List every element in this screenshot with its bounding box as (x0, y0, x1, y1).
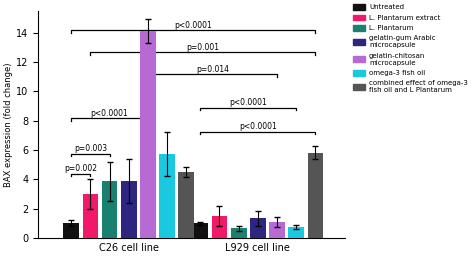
Text: p<0.0001: p<0.0001 (174, 21, 212, 30)
Text: p=0.003: p=0.003 (74, 144, 107, 153)
Text: p=0.001: p=0.001 (186, 43, 219, 52)
Bar (102, 181, 118, 238)
Bar (308, 153, 323, 238)
Bar (64, 223, 79, 238)
Bar (288, 227, 304, 238)
Bar (211, 216, 228, 238)
Bar (231, 228, 246, 238)
Text: p=0.014: p=0.014 (196, 65, 229, 74)
Bar (82, 194, 98, 238)
Bar (192, 223, 208, 238)
Bar (269, 222, 285, 238)
Y-axis label: BAX expression (fold change): BAX expression (fold change) (4, 62, 13, 187)
Bar (178, 172, 194, 238)
Text: p<0.0001: p<0.0001 (239, 122, 277, 131)
Bar (250, 218, 266, 238)
Bar (159, 154, 175, 238)
Text: p<0.0001: p<0.0001 (229, 98, 267, 107)
Legend: Untreated, L. Plantarum extract, L. Plantarum, gelatin-gum Arabic
microcapsule, : Untreated, L. Plantarum extract, L. Plan… (352, 3, 469, 95)
Bar (140, 31, 156, 238)
Text: p=0.002: p=0.002 (64, 164, 97, 173)
Text: p<0.0001: p<0.0001 (91, 109, 128, 118)
Bar (121, 181, 137, 238)
